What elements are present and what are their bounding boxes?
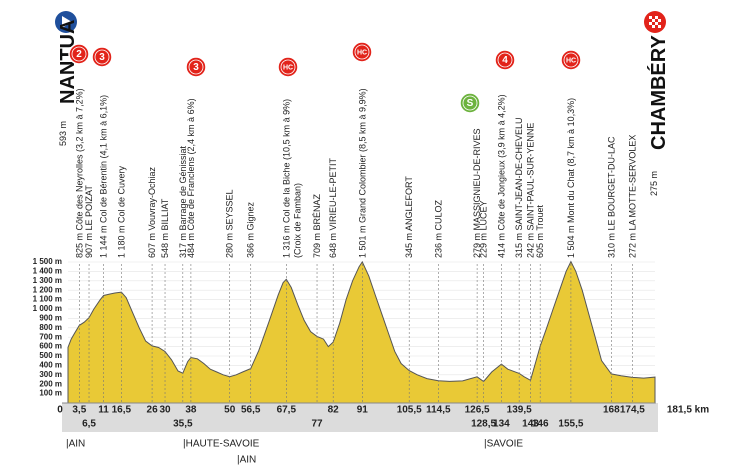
x-tick-label: 128,5 xyxy=(471,419,496,430)
waypoint-label: 484 m Côte de Franclens (2,4 km à 6%) xyxy=(186,98,196,258)
x-tick-label: 11 xyxy=(98,405,109,416)
y-tick-label: 600 m xyxy=(39,342,62,351)
start-icon xyxy=(55,11,77,33)
waypoint-label: 607 m Vouvray-Ochiaz xyxy=(147,166,157,258)
y-tick-label: 1 300 m xyxy=(33,276,62,285)
waypoint-label: 236 m CULOZ xyxy=(433,199,443,258)
waypoint-label: 366 m Gignez xyxy=(246,201,256,258)
y-tick-label: 300 m xyxy=(39,370,62,379)
x-tick-label: 155,5 xyxy=(558,419,583,430)
x-tick-label: 174,5 xyxy=(620,405,645,416)
region-label: |SAVOIE xyxy=(484,439,523,450)
climb-badge-label: 2 xyxy=(76,49,82,60)
x-tick-label: 126,5 xyxy=(465,405,490,416)
x-tick-label: 146 xyxy=(532,419,549,430)
waypoint-label: 709 m BRÉNAZ xyxy=(312,193,322,258)
climb-badge-ring xyxy=(71,46,87,62)
climb-badge-label: HC xyxy=(283,64,293,71)
waypoint-note: (Croix de Famban) xyxy=(292,183,302,258)
climb-badge-ring xyxy=(462,95,478,111)
region-label: |HAUTE-SAVOIE xyxy=(183,439,260,450)
y-tick-label: 700 m xyxy=(39,332,62,341)
y-tick-label: 1 400 m xyxy=(33,267,62,276)
x-tick-label: 114,5 xyxy=(426,405,451,416)
x-tick-label: 77 xyxy=(311,419,323,430)
x-tick-label: 168 xyxy=(603,405,620,416)
x-tick-label: 56,5 xyxy=(241,405,261,416)
x-tick-label: 105,5 xyxy=(397,405,422,416)
y-tick-label: 400 m xyxy=(39,361,62,370)
waypoint-label: 272 m LA MOTTE-SERVOLEX xyxy=(627,135,637,258)
climb-badge-label: 3 xyxy=(193,62,199,73)
x-tick-label: 0 xyxy=(57,405,63,416)
waypoint-label: 414 m Côte de Jongieux (3,9 km à 4,2%) xyxy=(496,94,506,258)
finish-name: CHAMBÉRY xyxy=(647,35,670,150)
x-tick-label: 38 xyxy=(185,405,197,416)
waypoint-label: 310 m LE BOURGET-DU-LAC xyxy=(606,136,616,258)
y-tick-label: 200 m xyxy=(39,379,62,388)
x-tick-label: 139,5 xyxy=(507,405,532,416)
x-tick-label: 67,5 xyxy=(277,405,297,416)
region-label: |AIN xyxy=(237,455,256,466)
region-label: |AIN xyxy=(66,439,85,450)
x-tick-label: 91 xyxy=(357,405,369,416)
waypoint-label: 825 m Côte des Neyrolles (3,2 km à 7,2%) xyxy=(74,88,84,258)
start-altitude: 593 m xyxy=(58,121,68,146)
finish-icon xyxy=(644,11,666,33)
y-tick-label: 1 000 m xyxy=(33,304,62,313)
climb-badge-ring xyxy=(497,52,513,68)
km-strip xyxy=(62,403,658,432)
y-tick-label: 500 m xyxy=(39,351,62,360)
waypoint-label: 648 m VIRIEU-LE-PETIT xyxy=(328,157,338,258)
x-tick-label: 134 xyxy=(493,419,510,430)
waypoint-label: 1 144 m Col de Bérentin (4,1 km à 6,1%) xyxy=(99,95,109,258)
start-name: NANTUA xyxy=(57,20,79,104)
waypoint-label: 279 m MASSIGNIEU-DE-RIVES xyxy=(472,128,482,258)
waypoint-label: 229 m LUCEY xyxy=(479,200,489,258)
climb-badge-ring xyxy=(188,59,204,75)
x-tick-label: 30 xyxy=(159,405,171,416)
waypoint-label: 907 m LE POIZAT xyxy=(84,185,94,258)
y-tick-label: 1 200 m xyxy=(33,285,62,294)
climb-badge-ring xyxy=(94,49,110,65)
waypoint-label: 242 m SAINT-PAUL-SUR-YENNE xyxy=(525,123,535,258)
elevation-area xyxy=(67,260,656,404)
climb-badge-ring xyxy=(563,52,579,68)
waypoint-label: 1 316 m Col de la Biche (10,5 km à 9%) xyxy=(281,99,291,258)
climb-badge-label: 3 xyxy=(99,52,105,63)
x-tick-label: 82 xyxy=(328,405,340,416)
waypoint-label: 1 501 m Grand Colombier (8,5 km à 9,9%) xyxy=(357,88,367,258)
x-tick-label: 181,5 km xyxy=(667,405,709,416)
y-tick-label: 900 m xyxy=(39,314,62,323)
x-tick-label: 35,5 xyxy=(173,419,193,430)
waypoint-label: 548 m BILLIAT xyxy=(160,198,170,258)
climb-badge-ring xyxy=(354,44,370,60)
x-tick-label: 16,5 xyxy=(112,405,132,416)
waypoint-label: 315 m SAINT-JEAN-DE-CHEVELU xyxy=(514,117,524,258)
y-tick-label: 800 m xyxy=(39,323,62,332)
climb-badge-label: 4 xyxy=(502,55,508,66)
finish-altitude: 275 m xyxy=(649,171,659,196)
waypoint-label: 280 m SEYSSEL xyxy=(225,189,235,258)
waypoint-label: 345 m ANGLEFORT xyxy=(404,176,414,258)
y-tick-label: 1 500 m xyxy=(33,257,62,266)
x-tick-label: 3,5 xyxy=(72,405,86,416)
climb-badge-label: HC xyxy=(357,49,367,56)
x-tick-label: 6,5 xyxy=(82,419,96,430)
climb-badge-label: S xyxy=(467,98,474,109)
waypoint-label: 1 504 m Mont du Chat (8,7 km à 10,3%) xyxy=(566,98,576,258)
waypoint-label: 317 m Barrage de Génissiat xyxy=(178,145,188,258)
waypoint-label: 1 180 m Col de Cuvery xyxy=(116,165,126,258)
waypoint-label: 605 m Trouet xyxy=(535,204,545,258)
y-tick-label: 1 100 m xyxy=(33,295,62,304)
climb-badge-label: HC xyxy=(566,57,576,64)
climb-badge-ring xyxy=(280,59,296,75)
x-tick-label: 26 xyxy=(147,405,159,416)
y-tick-label: 100 m xyxy=(39,389,62,398)
x-tick-label: 50 xyxy=(224,405,236,416)
x-tick-label: 143 xyxy=(522,419,539,430)
